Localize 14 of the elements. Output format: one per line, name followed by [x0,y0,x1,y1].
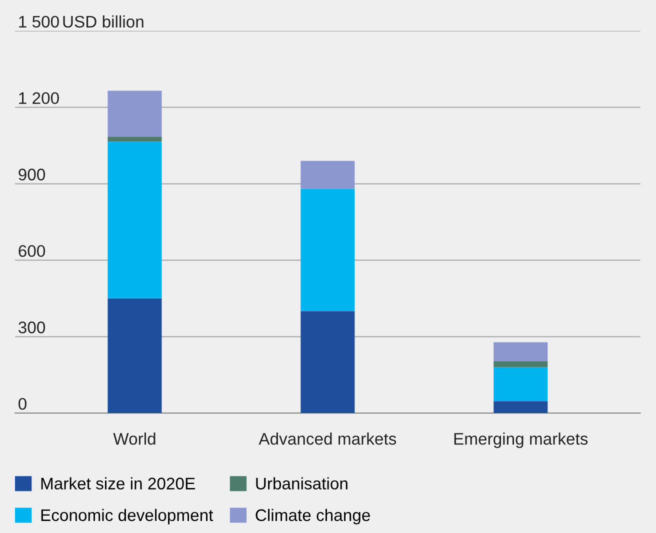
y-axis-title: USD billion [63,15,144,28]
legend-label: Economic development [41,508,214,524]
y-tick-label: 300 [18,322,46,334]
y-tick-label: 900 [18,168,46,180]
x-tick-label: Emerging markets [454,432,588,448]
y-tick-label: 1 200 [19,92,59,104]
legend-label: Climate change [256,508,370,524]
y-tick-label: 600 [18,245,46,257]
legend-label: Urbanisation [256,477,348,490]
y-tick-label: 0 [18,398,26,410]
y-tick-label: 1 500 [19,16,59,28]
legend-label: Market size in 2020E [41,477,195,490]
x-tick-label: World [113,432,156,445]
x-tick-label: Advanced markets [258,432,396,445]
